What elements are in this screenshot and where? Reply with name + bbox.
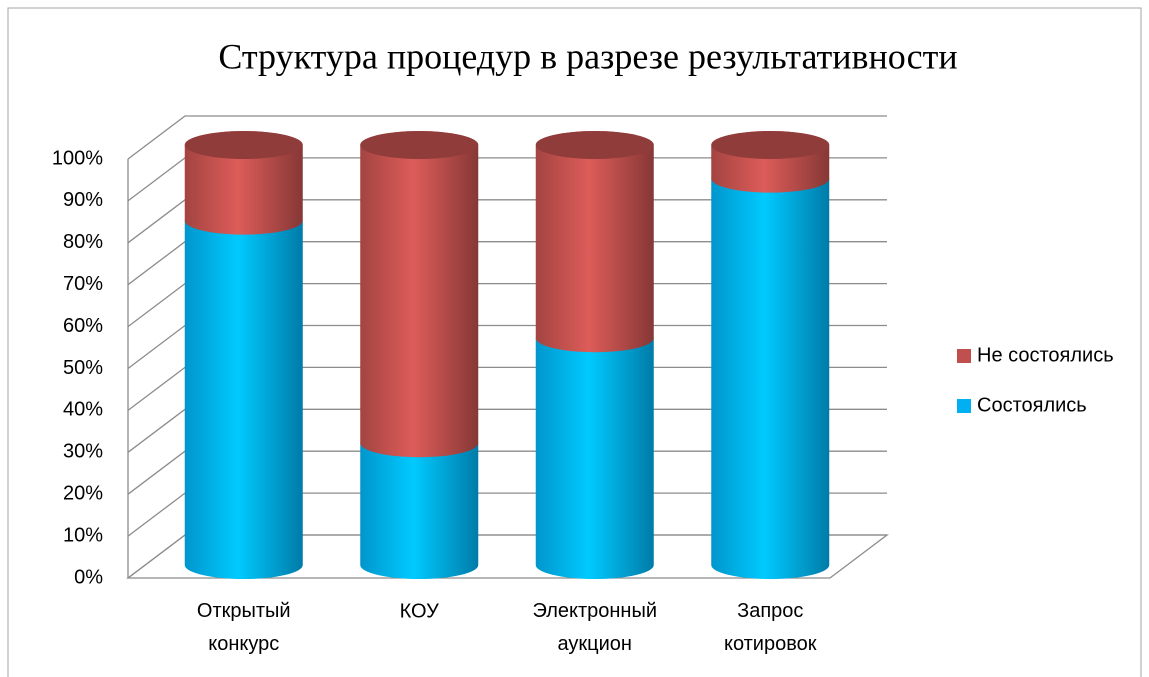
cylinder-cap xyxy=(184,131,303,159)
y-tick-label: 70% xyxy=(63,273,103,295)
legend-swatch xyxy=(957,399,971,413)
x-tick-label: Электронный аукцион xyxy=(532,600,657,655)
cylinder-segment xyxy=(535,131,654,353)
y-tick-label: 90% xyxy=(63,189,103,211)
legend-swatch xyxy=(957,349,971,363)
cylinder-cap xyxy=(535,131,654,159)
legend-label: Состоялись xyxy=(977,394,1087,416)
cylinder-cap xyxy=(360,131,479,159)
cylinder-segment xyxy=(184,206,303,579)
cylinder-segment xyxy=(535,324,654,579)
legend-label: Не состоялись xyxy=(977,344,1114,366)
cylinder-segment xyxy=(360,131,479,458)
y-tick-label: 20% xyxy=(63,482,103,504)
x-tick-label: Открытый конкурс xyxy=(197,600,291,655)
x-tick-label: Запрос котировок xyxy=(724,600,817,655)
x-tick-label: КОУ xyxy=(400,600,440,622)
y-tick-label: 10% xyxy=(63,524,103,546)
y-tick-label: 30% xyxy=(63,441,103,463)
y-tick-label: 50% xyxy=(63,357,103,379)
cylinder-segment xyxy=(711,164,830,579)
y-tick-label: 100% xyxy=(52,147,103,169)
y-tick-label: 60% xyxy=(63,315,103,337)
y-tick-label: 80% xyxy=(63,231,103,253)
cylinder-segment xyxy=(360,429,479,579)
chart-title: Структура процедур в разрезе результатив… xyxy=(218,36,957,76)
y-tick-label: 40% xyxy=(63,399,103,421)
grid-line xyxy=(127,115,887,160)
cylinder-cap xyxy=(711,131,830,159)
y-tick-label: 0% xyxy=(74,566,103,588)
